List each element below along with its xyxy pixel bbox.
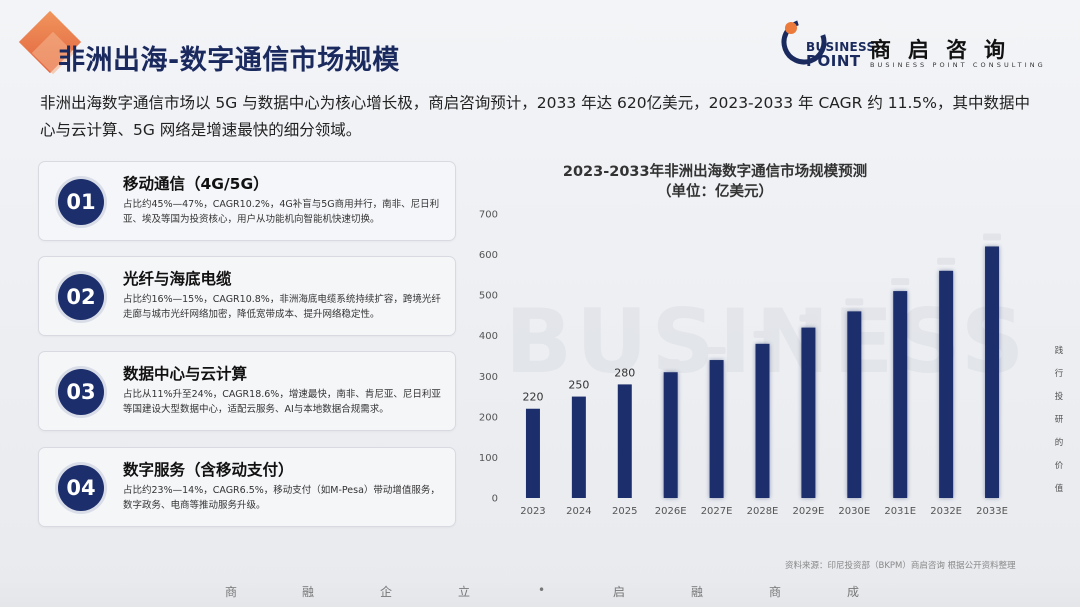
bar-2029E: [801, 327, 816, 498]
motto-char: 融: [691, 585, 704, 599]
x-tick-label: 2033E: [976, 506, 1008, 517]
motto-char: 成: [847, 585, 860, 599]
segment-card-mobile: 01 移动通信（4G/5G） 占比约45%—47%，CAGR10.2%，4G补盲…: [38, 161, 456, 241]
card-description: 占比约45%—47%，CAGR10.2%，4G补盲与5G商用并行，南非、尼日利亚…: [123, 199, 440, 225]
card-number-badge: 01: [58, 179, 104, 225]
card-number-badge: 04: [58, 465, 104, 511]
motto-char: 融: [302, 585, 315, 599]
bar-2025: [617, 384, 632, 498]
motto-char: 企: [380, 585, 393, 599]
side-text-char: 的: [1054, 438, 1064, 448]
data-label: 280: [614, 366, 635, 379]
segment-card-datacenter: 03 数据中心与云计算 占比从11%升至24%，CAGR18.6%，增速最快，南…: [38, 351, 456, 431]
y-tick-label: 0: [492, 494, 498, 505]
y-tick-label: 100: [479, 453, 498, 464]
chart-subtitle: （单位：亿美元）: [657, 184, 773, 200]
source-note: 资料来源：印尼投资部（BKPM）商启咨询 根据公开资料整理: [785, 561, 1016, 571]
bar-2024: [571, 396, 586, 498]
data-label-blurred: [983, 233, 1002, 241]
x-tick-label: 2027E: [701, 506, 733, 517]
motto-char: 启: [613, 585, 626, 599]
side-text-char: 研: [1054, 415, 1064, 425]
x-tick-label: 2029E: [793, 506, 825, 517]
bar-2031E: [893, 291, 908, 498]
card-description: 占比从11%升至24%，CAGR18.6%，增速最快，南非、肯尼亚、尼日利亚等国…: [123, 389, 441, 415]
chart-title: 2023-2033年非洲出海数字通信市场规模预测 （单位：亿美元）: [480, 162, 950, 202]
data-label: 250: [568, 379, 589, 392]
side-vertical-text: 践行投研的价值: [1053, 340, 1065, 501]
y-tick-label: 300: [479, 372, 498, 383]
card-title: 光纤与海底电缆: [123, 270, 232, 288]
x-tick-label: 2025: [612, 506, 637, 517]
card-title: 数据中心与云计算: [123, 365, 248, 383]
x-tick-label: 2028E: [747, 506, 779, 517]
data-label-blurred: [799, 314, 818, 322]
data-label: 220: [522, 391, 543, 404]
logo-text-business: BUSINESS: [806, 40, 876, 54]
card-description: 占比约23%—14%，CAGR6.5%，移动支付（如M-Pesa）带动增值服务，…: [123, 485, 440, 511]
y-tick-label: 600: [479, 250, 498, 261]
card-description: 占比约16%—15%，CAGR10.8%，非洲海底电缆系统持续扩容，跨境光纤走廊…: [123, 294, 441, 320]
segment-card-fiber: 02 光纤与海底电缆 占比约16%—15%，CAGR10.8%，非洲海底电缆系统…: [38, 256, 456, 336]
data-label-blurred: [937, 257, 956, 265]
x-tick-label: 2023: [520, 506, 545, 517]
motto-char: •: [538, 583, 546, 597]
y-tick-label: 400: [479, 331, 498, 342]
bar-2026E: [663, 372, 678, 498]
y-tick-label: 200: [479, 412, 498, 423]
footer-band: [0, 576, 1080, 607]
x-tick-label: 2030E: [838, 506, 870, 517]
card-number-badge: 03: [58, 369, 104, 415]
side-text-char: 价: [1054, 461, 1064, 471]
side-text-char: 投: [1054, 392, 1064, 402]
y-tick-label: 700: [479, 210, 498, 221]
card-title: 移动通信（4G/5G）: [123, 175, 269, 193]
x-tick-label: 2026E: [655, 506, 687, 517]
data-label-blurred: [891, 278, 910, 286]
chart-title-main: 2023-2033年非洲出海数字通信市场规模预测: [562, 164, 868, 180]
side-text-char: 值: [1054, 484, 1064, 494]
y-tick-label: 500: [479, 291, 498, 302]
intro-paragraph: 非洲出海数字通信市场以 5G 与数据中心为核心增长极，商启咨询预计，2033 年…: [40, 94, 1030, 139]
bar-2033E: [985, 246, 1000, 498]
data-label-blurred: [661, 359, 680, 367]
x-tick-label: 2031E: [884, 506, 916, 517]
data-label-blurred: [845, 298, 864, 306]
logo-text-cn: 商启咨询: [870, 38, 1022, 62]
bar-2032E: [939, 270, 954, 498]
company-logo: BUSINESS POINT 商启咨询 BUSINESS POINT CONSU…: [780, 16, 1070, 72]
motto-char: 商: [769, 585, 782, 599]
bar-2030E: [847, 311, 862, 498]
page-title: 非洲出海-数字通信市场规模: [58, 45, 400, 76]
bar-2027E: [709, 360, 724, 498]
motto-char: 商: [225, 585, 238, 599]
x-tick-label: 2024: [566, 506, 591, 517]
side-text-char: 践: [1054, 346, 1064, 356]
card-number-badge: 02: [58, 274, 104, 320]
motto-char: 立: [458, 585, 471, 599]
logo-mark-icon: [781, 19, 827, 65]
bar-2023: [525, 408, 540, 498]
side-text-char: 行: [1054, 369, 1064, 379]
data-label-blurred: [753, 330, 772, 338]
logo-subtitle: BUSINESS POINT CONSULTING: [870, 61, 1046, 69]
data-label-blurred: [707, 347, 726, 355]
market-size-bar-chart: 0 100 200 300 400 500 600 700 2023 220 2024 250 2025…: [479, 210, 1008, 518]
logo-text-point: POINT: [806, 52, 861, 70]
card-title: 数字服务（含移动支付）: [123, 461, 294, 479]
x-tick-label: 2032E: [930, 506, 962, 517]
bar-2028E: [755, 343, 770, 498]
segment-card-digital-services: 04 数字服务（含移动支付） 占比约23%—14%，CAGR6.5%，移动支付（…: [38, 447, 456, 527]
